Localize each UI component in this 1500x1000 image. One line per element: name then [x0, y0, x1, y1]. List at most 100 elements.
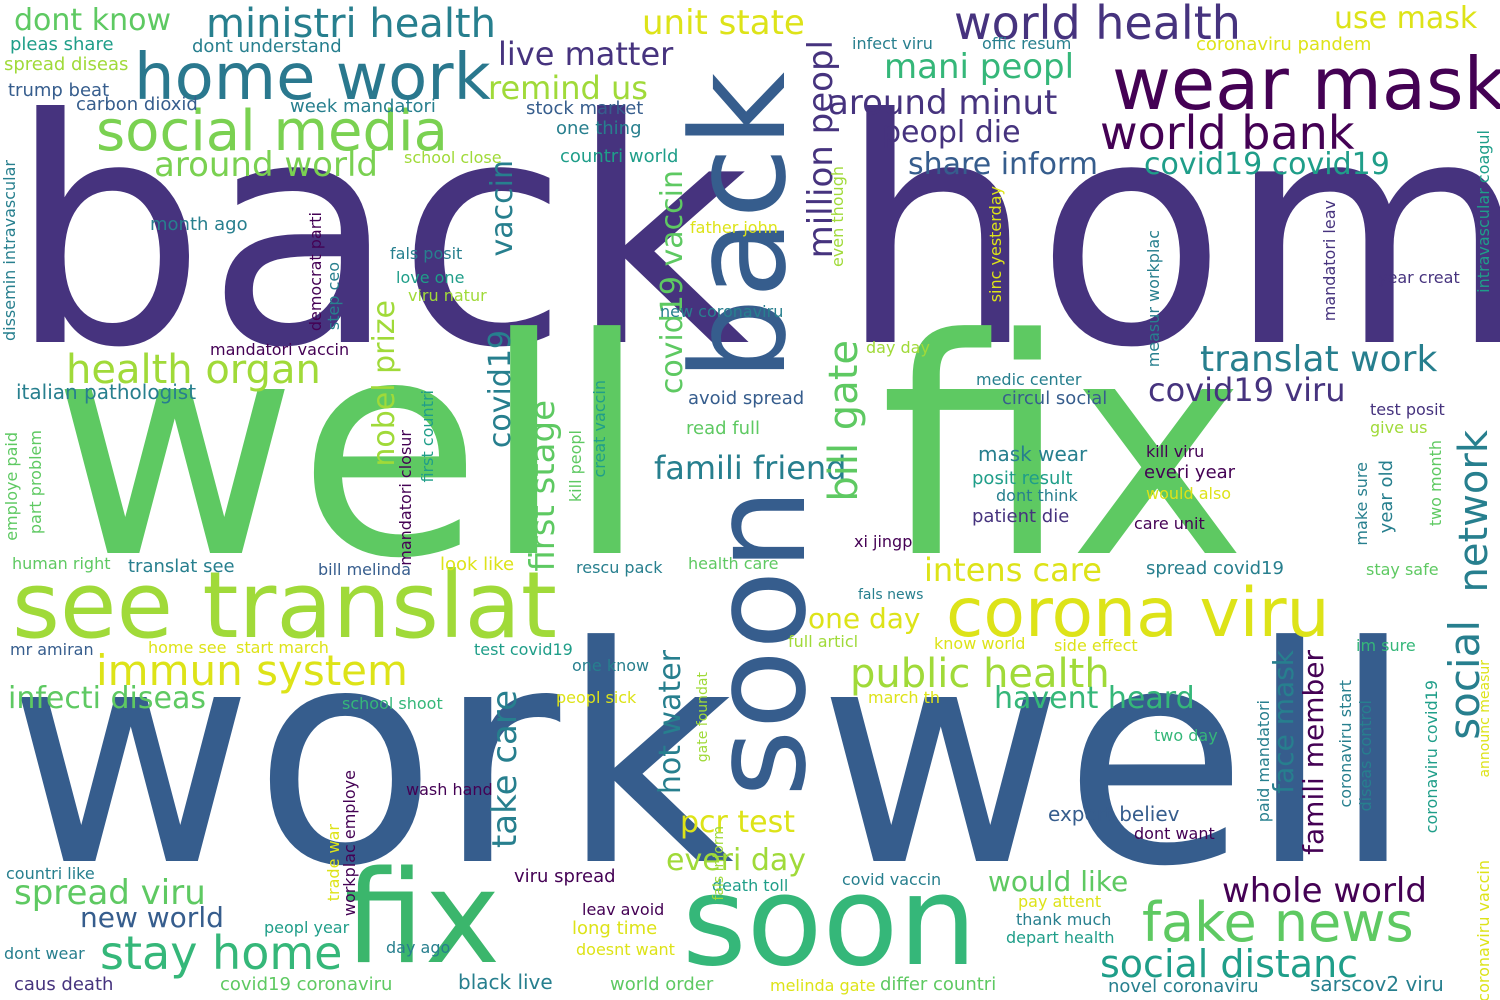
word: spread viru	[14, 873, 206, 913]
word: fix	[344, 844, 501, 993]
word: havent heard	[994, 681, 1195, 716]
word: translat work	[1200, 339, 1438, 380]
word: week mandatori	[290, 96, 436, 117]
word: school shoot	[342, 694, 443, 713]
word: world health	[954, 0, 1241, 50]
word: dont think	[996, 486, 1078, 505]
word: covid19 viru	[1148, 371, 1346, 409]
word: stock market	[526, 98, 644, 119]
word: sinc yesterday	[986, 186, 1005, 303]
word: social media	[96, 99, 448, 164]
word: thank much	[1016, 910, 1112, 929]
word: home see	[148, 638, 227, 657]
word: translat see	[128, 556, 235, 577]
word: see translat	[12, 552, 557, 659]
word: workplac employe	[340, 770, 359, 917]
word: coronaviru vaccin	[1474, 860, 1493, 1000]
word: live matter	[498, 35, 674, 73]
word: back	[8, 52, 750, 416]
word: rescu pack	[576, 558, 663, 577]
word: world order	[610, 974, 714, 995]
word: everi day	[666, 843, 807, 878]
word: one know	[572, 656, 650, 675]
word: depart health	[1006, 928, 1115, 947]
word: health care	[688, 554, 779, 573]
word: mani peopl	[884, 47, 1075, 87]
word: novel coronaviru	[1108, 976, 1259, 997]
word: home work	[134, 41, 491, 115]
word: part problem	[26, 430, 45, 535]
word: two day	[1154, 726, 1218, 745]
word: work	[8, 583, 734, 932]
word: well	[52, 275, 649, 624]
word: pleas share	[10, 34, 114, 55]
word: fals news	[858, 587, 924, 603]
word: spread covid19	[1146, 558, 1284, 579]
word: two month	[1426, 440, 1445, 527]
word: world bank	[1100, 106, 1355, 160]
word: mandatori vaccin	[210, 340, 350, 359]
word: offic resum	[982, 34, 1072, 53]
word: dont know	[14, 3, 171, 38]
word: well	[818, 583, 1415, 932]
word: share inform	[908, 147, 1098, 182]
word: peopl year	[264, 918, 350, 937]
word: year old	[1376, 460, 1397, 534]
word: around world	[154, 145, 378, 185]
word: coronaviru start	[1336, 680, 1355, 808]
word: first stage	[523, 400, 563, 572]
word: march th	[868, 688, 941, 707]
word: test covid19	[474, 640, 573, 659]
word: coronaviru covid19	[1422, 680, 1441, 834]
word: viru spread	[514, 866, 616, 887]
word: avoid spread	[688, 388, 805, 409]
word: xi jingp	[854, 532, 913, 551]
word: new coronaviru	[660, 302, 784, 321]
word: bill gate	[821, 340, 867, 502]
word: care unit	[1134, 514, 1205, 533]
word: infect viru	[852, 34, 933, 53]
word: fake news	[1142, 891, 1414, 954]
word: school close	[404, 148, 502, 167]
word: wear mask	[1112, 42, 1500, 126]
word: trade war	[324, 824, 343, 902]
word: read full	[686, 418, 761, 439]
word: creat vaccin	[590, 380, 609, 478]
word: unit state	[642, 3, 805, 43]
word: differ countri	[880, 974, 997, 995]
word: intravascular coagul	[1474, 130, 1493, 293]
word: use mask	[1334, 1, 1478, 36]
word: health organ	[66, 347, 321, 393]
word: public health	[850, 651, 1110, 697]
word: know world	[934, 634, 1026, 653]
word: network	[1451, 430, 1497, 593]
word: famili member	[1297, 650, 1330, 855]
word: test posit	[1370, 400, 1445, 419]
word: covid19 vaccin	[655, 170, 690, 395]
word: ministri health	[206, 1, 496, 47]
word: democrat parti	[306, 212, 325, 332]
word: even though	[828, 166, 847, 268]
word: paid mandatori	[1254, 700, 1273, 823]
word: trump beat	[8, 80, 110, 101]
word: remind us	[488, 69, 648, 107]
word: sarscov2 viru	[1310, 972, 1444, 996]
word: home	[838, 52, 1500, 416]
word: carbon dioxid	[76, 94, 198, 115]
word: expert believ	[1048, 802, 1180, 826]
word: one day	[808, 602, 921, 635]
word: circul social	[1002, 388, 1108, 409]
word: would like	[988, 865, 1129, 898]
word: everi year	[1144, 462, 1236, 483]
word: step ceo	[324, 262, 343, 331]
word: covid19 coronaviru	[220, 974, 393, 995]
word: posit result	[972, 468, 1073, 489]
word: stay home	[100, 926, 343, 980]
word: dont want	[1134, 824, 1215, 843]
word: spread diseas	[4, 54, 129, 75]
word: new world	[80, 901, 224, 934]
word: one thing	[556, 118, 642, 139]
word: whole world	[1222, 871, 1427, 911]
word: day day	[866, 338, 930, 357]
